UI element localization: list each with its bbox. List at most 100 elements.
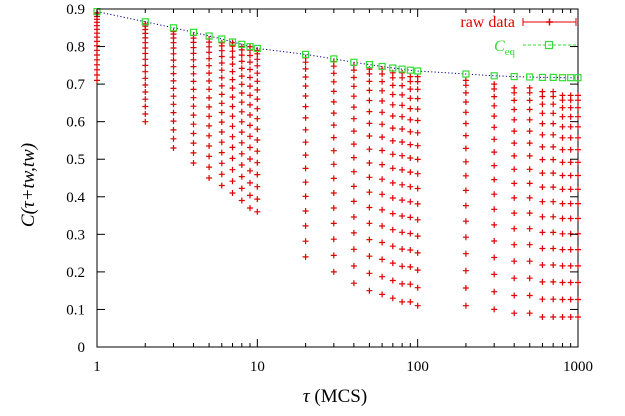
raw-data-point xyxy=(399,280,406,287)
raw-data-point xyxy=(539,101,546,108)
raw-data-point xyxy=(559,296,566,303)
raw-data-point xyxy=(229,123,236,130)
raw-data-point xyxy=(414,249,421,256)
raw-data-point xyxy=(491,238,498,244)
legend-ceq-main: C xyxy=(494,38,505,55)
raw-data-point xyxy=(206,49,213,56)
raw-data-point xyxy=(350,74,357,81)
ceq-point xyxy=(365,60,373,69)
raw-data-point xyxy=(526,310,533,317)
raw-data-point xyxy=(350,198,357,205)
raw-data-point xyxy=(559,279,566,286)
raw-data-point xyxy=(407,155,414,161)
x-tick-label: 10 xyxy=(250,359,265,375)
raw-data-point xyxy=(229,113,236,120)
raw-data-point xyxy=(491,221,498,228)
raw-data-point xyxy=(302,193,309,200)
raw-data-point xyxy=(302,179,309,186)
raw-data-point xyxy=(247,179,253,186)
raw-data-point xyxy=(350,128,357,135)
raw-data-point xyxy=(302,93,309,99)
raw-data-point xyxy=(379,147,386,154)
raw-data-point xyxy=(526,258,533,265)
raw-data-point xyxy=(330,220,337,227)
raw-data-point xyxy=(247,112,253,118)
raw-data-point xyxy=(550,262,557,268)
raw-data-point xyxy=(389,101,396,108)
raw-data-point xyxy=(170,85,177,92)
raw-data-point xyxy=(526,152,533,159)
raw-data-point xyxy=(229,190,236,196)
raw-data-column xyxy=(539,88,546,320)
raw-data-point xyxy=(462,250,469,257)
raw-data-point xyxy=(491,288,498,295)
raw-data-point xyxy=(399,82,406,89)
raw-data-point xyxy=(511,128,518,135)
raw-data-point xyxy=(229,178,236,185)
raw-data-point xyxy=(366,236,373,243)
raw-data-point xyxy=(511,292,518,299)
raw-data-point xyxy=(407,247,414,253)
raw-data-point xyxy=(575,134,581,141)
raw-data-point xyxy=(254,115,261,122)
raw-data-point xyxy=(407,128,414,135)
raw-data-point xyxy=(302,74,309,80)
raw-data-point xyxy=(170,70,177,77)
raw-data-point xyxy=(511,152,518,159)
raw-data-point xyxy=(330,175,337,182)
raw-data-point xyxy=(462,120,469,127)
raw-data-point xyxy=(575,246,581,253)
raw-data-point xyxy=(94,77,100,84)
raw-data-column xyxy=(190,32,197,166)
raw-data-point xyxy=(247,83,253,90)
raw-data-column xyxy=(142,21,149,125)
raw-data-point xyxy=(366,174,373,181)
raw-data-point xyxy=(389,179,396,186)
raw-data-point xyxy=(330,110,337,117)
ceq-point xyxy=(567,74,575,82)
ceq-point xyxy=(238,40,246,48)
raw-data-point xyxy=(229,155,236,162)
raw-data-point xyxy=(511,89,518,96)
raw-data-point xyxy=(389,226,396,233)
y-tick-label: 0.9 xyxy=(66,2,85,18)
raw-data-point xyxy=(330,268,337,275)
raw-data-point xyxy=(526,106,533,113)
raw-data-column xyxy=(526,84,533,317)
raw-data-point xyxy=(238,197,245,204)
raw-data-point xyxy=(302,83,309,89)
raw-data-point xyxy=(206,132,213,139)
raw-data-point xyxy=(567,186,574,193)
raw-data-point xyxy=(190,63,197,70)
raw-data-point xyxy=(350,280,357,287)
raw-data-point xyxy=(462,82,469,89)
raw-data-column xyxy=(491,81,498,313)
raw-data-point xyxy=(254,137,261,143)
raw-data-point xyxy=(366,270,373,277)
raw-data-point xyxy=(366,97,373,104)
y-tick-label: 0.1 xyxy=(66,302,85,318)
raw-data-point xyxy=(206,62,213,69)
raw-data-point xyxy=(366,160,373,166)
ceq-point xyxy=(378,62,386,71)
raw-data-point xyxy=(491,124,498,131)
raw-data-point xyxy=(254,159,261,166)
raw-data-point xyxy=(462,267,469,274)
raw-data-point xyxy=(330,190,337,196)
raw-data-point xyxy=(539,198,546,205)
raw-data-point xyxy=(414,302,421,309)
raw-data-point xyxy=(539,131,546,138)
raw-data-point xyxy=(142,111,149,117)
raw-data-point xyxy=(539,314,546,320)
raw-data-point xyxy=(190,160,197,166)
raw-data-point xyxy=(462,172,469,179)
raw-data-point xyxy=(238,90,245,96)
raw-data-point xyxy=(366,220,373,227)
raw-data-point xyxy=(511,194,518,201)
raw-data-point xyxy=(366,78,373,85)
x-tick-label: 1000 xyxy=(563,359,593,375)
raw-data-point xyxy=(302,152,309,159)
raw-data-point xyxy=(399,126,406,132)
raw-data-point xyxy=(539,278,546,285)
raw-data-point xyxy=(414,78,421,85)
